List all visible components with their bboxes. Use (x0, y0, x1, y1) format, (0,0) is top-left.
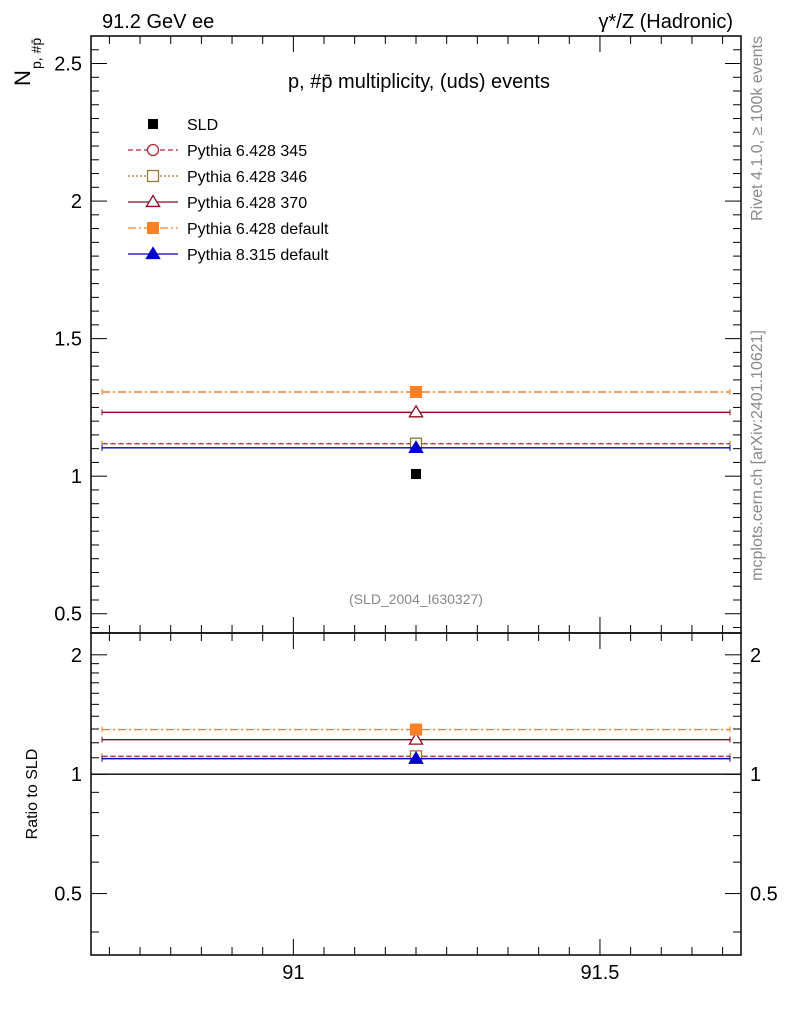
ratio-tick-label-right: 0.5 (750, 884, 778, 906)
chart-title: p, #p̄ multiplicity, (uds) events (288, 71, 550, 93)
legend-label: Pythia 6.428 345 (187, 143, 307, 160)
y-axis-title-main: N (10, 70, 35, 86)
legend-marker-sld (148, 119, 158, 129)
marker-square (146, 169, 160, 183)
marker-circle (146, 143, 160, 157)
ratio-tick-label: 0.5 (54, 884, 82, 906)
header-left: 91.2 GeV ee (102, 11, 214, 33)
rivet-label: Rivet 4.1.0, ≥ 100k events (749, 36, 766, 221)
marker-triangle (145, 246, 161, 260)
ratio-axis-title: Ratio to SLD (24, 749, 41, 840)
y-axis-title-sub: p, #p̄ (28, 38, 44, 69)
y-tick-label: 2 (71, 191, 82, 213)
marker-triangle (408, 404, 424, 418)
y-tick-label: 2.5 (54, 54, 82, 76)
axis-ticks: 91 91.5 0.5 1 1.5 2 2.5 0.5 0.5 1 1 2 2 (54, 35, 778, 984)
y-tick-label: 0.5 (54, 604, 82, 626)
marker-triangle (408, 440, 424, 453)
y-axis-title: N p, #p̄ (10, 38, 44, 86)
series-layer (91, 385, 741, 775)
data-point-sld (411, 468, 421, 479)
marker-square (410, 723, 422, 736)
x-tick-label: 91.5 (580, 962, 619, 984)
mcplots-label: mcplots.cern.ch [arXiv:2401.10621] (749, 330, 766, 581)
ratio-tick-label: 1 (71, 764, 82, 786)
marker-triangle (145, 194, 161, 208)
legend-label: Pythia 6.428 370 (187, 195, 307, 212)
legend-label: Pythia 6.428 346 (187, 169, 307, 186)
legend-label-sld: SLD (187, 117, 218, 134)
header-right: γ*/Z (Hadronic) (599, 11, 733, 33)
legend-label: Pythia 6.428 default (187, 221, 329, 238)
marker-square (147, 222, 159, 234)
marker-square (410, 385, 422, 398)
y-tick-label: 1 (71, 466, 82, 488)
ratio-tick-label: 2 (71, 645, 82, 667)
legend-label: Pythia 8.315 default (187, 247, 329, 264)
analysis-watermark: (SLD_2004_I630327) (349, 591, 483, 607)
marker-triangle (408, 731, 424, 745)
x-tick-label: 91 (282, 962, 304, 984)
legend: SLD Pythia 6.428 345 Pythia 6.428 346 Pythi… (128, 117, 329, 264)
y-tick-label: 1.5 (54, 329, 82, 351)
ratio-plot-frame (90, 632, 742, 956)
ratio-tick-label-right: 1 (750, 764, 761, 786)
ratio-tick-label-right: 2 (750, 645, 761, 667)
marker-triangle (408, 751, 424, 764)
